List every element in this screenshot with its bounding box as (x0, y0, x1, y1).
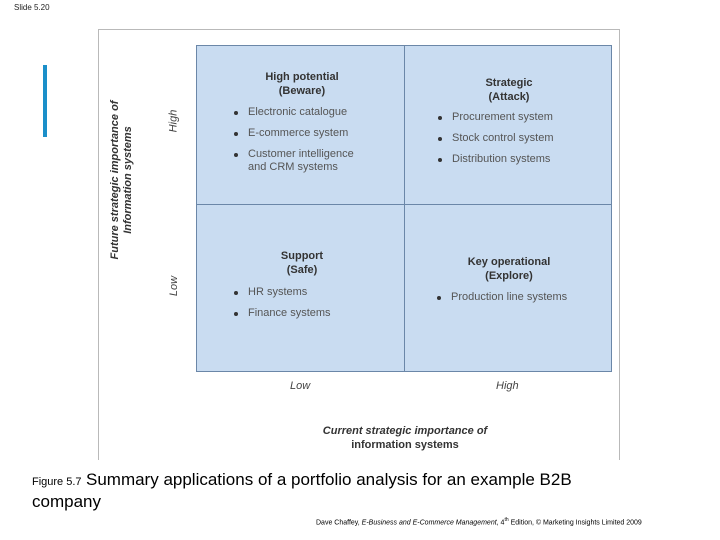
quadrant-key-operational-list: Production line systems (436, 291, 567, 312)
x-tick-high: High (496, 380, 519, 392)
y-axis-title: Future strategic importance of Informati… (107, 70, 137, 290)
list-item: Customer intelligence and CRM systems (233, 148, 354, 174)
quadrant-title-line2: (Explore) (485, 270, 533, 282)
credit-edition-suffix: th (504, 517, 509, 523)
caption-text-line1: Summary applications of a portfolio anal… (85, 470, 572, 489)
credit-title: E-Business and E-Commerce Management (361, 519, 497, 527)
y-axis-title-text: Future strategic importance of Informati… (109, 100, 134, 260)
x-axis-title-line1: Current strategic importance of (322, 425, 488, 437)
quadrant-strategic-title: Strategic (Attack) (485, 76, 532, 104)
source-credit: Dave Chaffey, E-Business and E-Commerce … (316, 517, 642, 526)
list-item: Electronic catalogue (233, 106, 354, 119)
list-item: Production line systems (436, 291, 567, 304)
credit-edition: , 4 (496, 519, 505, 527)
matrix-horizontal-divider (197, 204, 611, 205)
caption-text-line2: company (32, 492, 101, 511)
quadrant-title-line1: Key operational (467, 256, 551, 268)
quadrant-strategic-list: Procurement system Stock control system … (437, 111, 553, 174)
list-item: HR systems (233, 286, 331, 299)
credit-author: Dave Chaffey, (316, 519, 362, 527)
list-item: E-commerce system (233, 127, 354, 140)
portfolio-matrix: High potential (Beware) Electronic catal… (196, 45, 612, 372)
quadrant-key-operational-title: Key operational (Explore) (468, 255, 551, 283)
figure-label: Figure 5.7 (32, 476, 82, 488)
y-tick-high: High (167, 109, 180, 133)
quadrant-support-list: HR systems Finance systems (233, 286, 331, 328)
accent-bar (43, 65, 47, 137)
x-axis-title: Current strategic importance of informat… (300, 424, 510, 452)
credit-rest: Edition, © Marketing Insights Limited 20… (508, 519, 642, 527)
figure-caption: Figure 5.7 Summary applications of a por… (32, 470, 672, 512)
list-item: Finance systems (233, 307, 331, 320)
quadrant-title-line2: (Beware) (278, 85, 326, 97)
list-item: Distribution systems (437, 153, 553, 166)
quadrant-support-title: Support (Safe) (281, 249, 323, 277)
quadrant-high-potential-list: Electronic catalogue E-commerce system C… (233, 106, 354, 182)
x-axis-title-line2: information systems (351, 439, 459, 451)
quadrant-title-line1: High potential (265, 71, 339, 83)
y-tick-low: Low (168, 275, 181, 297)
slide-number: Slide 5.20 (14, 3, 50, 12)
quadrant-title-line1: Strategic (485, 77, 533, 89)
quadrant-high-potential-title: High potential (Beware) (265, 70, 338, 98)
quadrant-title-line2: (Safe) (286, 264, 318, 276)
quadrant-title-line1: Support (280, 250, 324, 262)
matrix-vertical-divider (404, 46, 405, 371)
list-item: Stock control system (437, 132, 553, 145)
list-item: Procurement system (437, 111, 553, 124)
quadrant-title-line2: (Attack) (488, 91, 530, 103)
x-tick-low: Low (290, 380, 311, 392)
